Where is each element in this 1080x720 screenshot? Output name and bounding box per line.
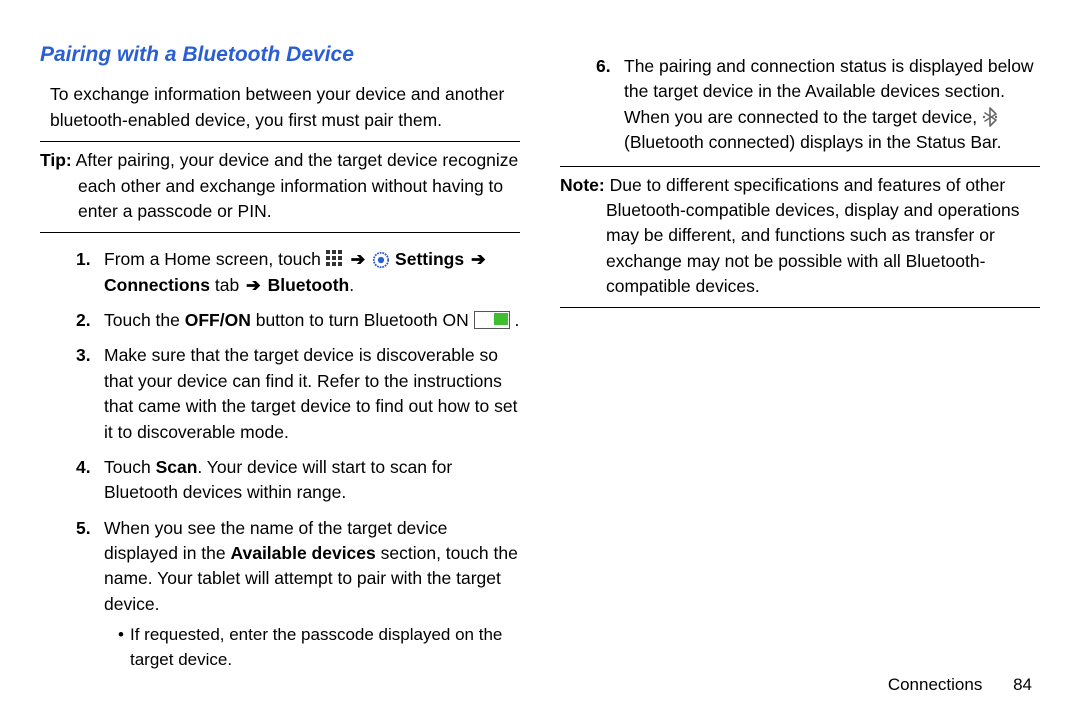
page-footer: Connections 84: [888, 673, 1032, 698]
steps-list-cont: The pairing and connection status is dis…: [560, 54, 1040, 156]
right-column: The pairing and connection status is dis…: [560, 40, 1040, 670]
step-4: Touch Scan. Your device will start to sc…: [76, 455, 520, 506]
step-3: Make sure that the target device is disc…: [76, 343, 520, 445]
tip-label: Tip:: [40, 150, 72, 170]
bluetooth-label: Bluetooth: [268, 275, 350, 295]
tip-callout: Tip: After pairing, your device and the …: [40, 148, 520, 224]
arrow-icon: ➔: [244, 273, 263, 298]
intro-paragraph: To exchange information between your dev…: [50, 82, 520, 133]
step-text: Touch: [104, 457, 156, 477]
note-label: Note:: [560, 175, 605, 195]
step-5: When you see the name of the target devi…: [76, 516, 520, 673]
bluetooth-connected-icon: [982, 107, 998, 125]
step-text: The pairing and connection status is dis…: [624, 56, 1034, 127]
settings-gear-icon: [372, 251, 390, 269]
tip-text-rest: each other and exchange information with…: [40, 174, 520, 225]
divider: [560, 166, 1040, 167]
divider: [560, 307, 1040, 308]
divider: [40, 141, 520, 142]
connections-label: Connections: [104, 275, 210, 295]
step-6: The pairing and connection status is dis…: [596, 54, 1040, 156]
available-devices-label: Available devices: [230, 543, 375, 563]
step-text: From a Home screen, touch: [104, 249, 326, 269]
toggle-on-icon: [474, 311, 510, 329]
settings-label: Settings: [395, 249, 464, 269]
offon-label: OFF/ON: [185, 310, 251, 330]
section-heading: Pairing with a Bluetooth Device: [40, 40, 520, 70]
steps-list: From a Home screen, touch ➔ Settings ➔ C…: [40, 247, 520, 672]
note-text-first: Due to different specifications and feat…: [610, 175, 1006, 195]
page-body: Pairing with a Bluetooth Device To excha…: [0, 0, 1080, 690]
step-text: Touch the: [104, 310, 185, 330]
apps-grid-icon: [326, 250, 344, 268]
footer-page-number: 84: [1013, 675, 1032, 694]
sub-bullet-item: If requested, enter the passcode display…: [118, 623, 520, 672]
step-text: .: [349, 275, 354, 295]
step-text: button to turn Bluetooth ON: [251, 310, 474, 330]
arrow-icon: ➔: [349, 247, 368, 272]
divider: [40, 232, 520, 233]
footer-chapter: Connections: [888, 675, 983, 694]
step-text: tab: [210, 275, 244, 295]
step-2: Touch the OFF/ON button to turn Bluetoot…: [76, 308, 520, 333]
step-text: .: [515, 310, 520, 330]
step-1: From a Home screen, touch ➔ Settings ➔ C…: [76, 247, 520, 298]
sub-bullet-list: If requested, enter the passcode display…: [104, 623, 520, 672]
left-column: Pairing with a Bluetooth Device To excha…: [40, 40, 520, 670]
tip-text-first: After pairing, your device and the targe…: [76, 150, 519, 170]
note-callout: Note: Due to different specifications an…: [560, 173, 1040, 300]
step-text: (Bluetooth connected) displays in the St…: [624, 132, 1001, 152]
arrow-icon: ➔: [469, 247, 488, 272]
scan-label: Scan: [156, 457, 198, 477]
note-text-rest: Bluetooth-compatible devices, display an…: [560, 198, 1040, 300]
